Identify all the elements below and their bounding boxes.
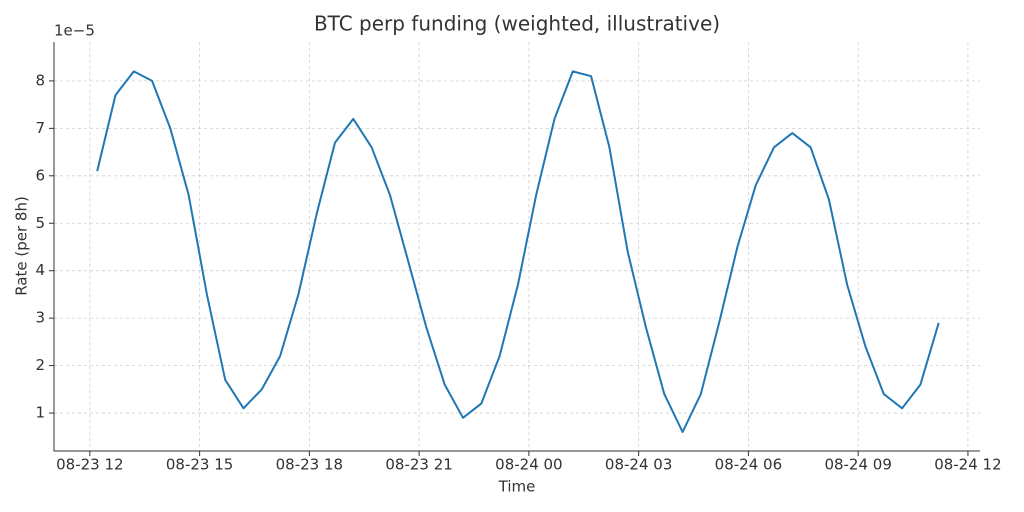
x-tick-label: 08-24 00 bbox=[495, 456, 562, 474]
x-tick-label: 08-23 21 bbox=[385, 456, 452, 474]
x-tick-label: 08-23 15 bbox=[166, 456, 233, 474]
axes-frame bbox=[53, 42, 980, 452]
y-tick-label: 3 bbox=[35, 309, 45, 327]
y-tick-label: 7 bbox=[35, 119, 45, 137]
y-tick-label: 8 bbox=[35, 71, 45, 89]
x-tick-label: 08-24 09 bbox=[824, 456, 891, 474]
x-tick-label: 08-24 03 bbox=[605, 456, 672, 474]
x-tick-label: 08-24 12 bbox=[934, 456, 1001, 474]
x-axis-label: Time bbox=[498, 478, 536, 496]
x-tick-label: 08-23 12 bbox=[56, 456, 123, 474]
y-axis-label: Rate (per 8h) bbox=[13, 196, 31, 296]
chart-title: BTC perp funding (weighted, illustrative… bbox=[314, 12, 720, 36]
y-tick-label: 5 bbox=[35, 214, 45, 232]
y-tick-label: 1 bbox=[35, 404, 45, 422]
y-offset-label: 1e−5 bbox=[54, 22, 95, 40]
x-tick-label: 08-23 18 bbox=[276, 456, 343, 474]
x-tick-label: 08-24 06 bbox=[715, 456, 782, 474]
line-series bbox=[96, 70, 940, 433]
y-tick-label: 2 bbox=[35, 356, 45, 374]
y-tick-label: 6 bbox=[35, 166, 45, 184]
y-tick-label: 4 bbox=[35, 261, 45, 279]
